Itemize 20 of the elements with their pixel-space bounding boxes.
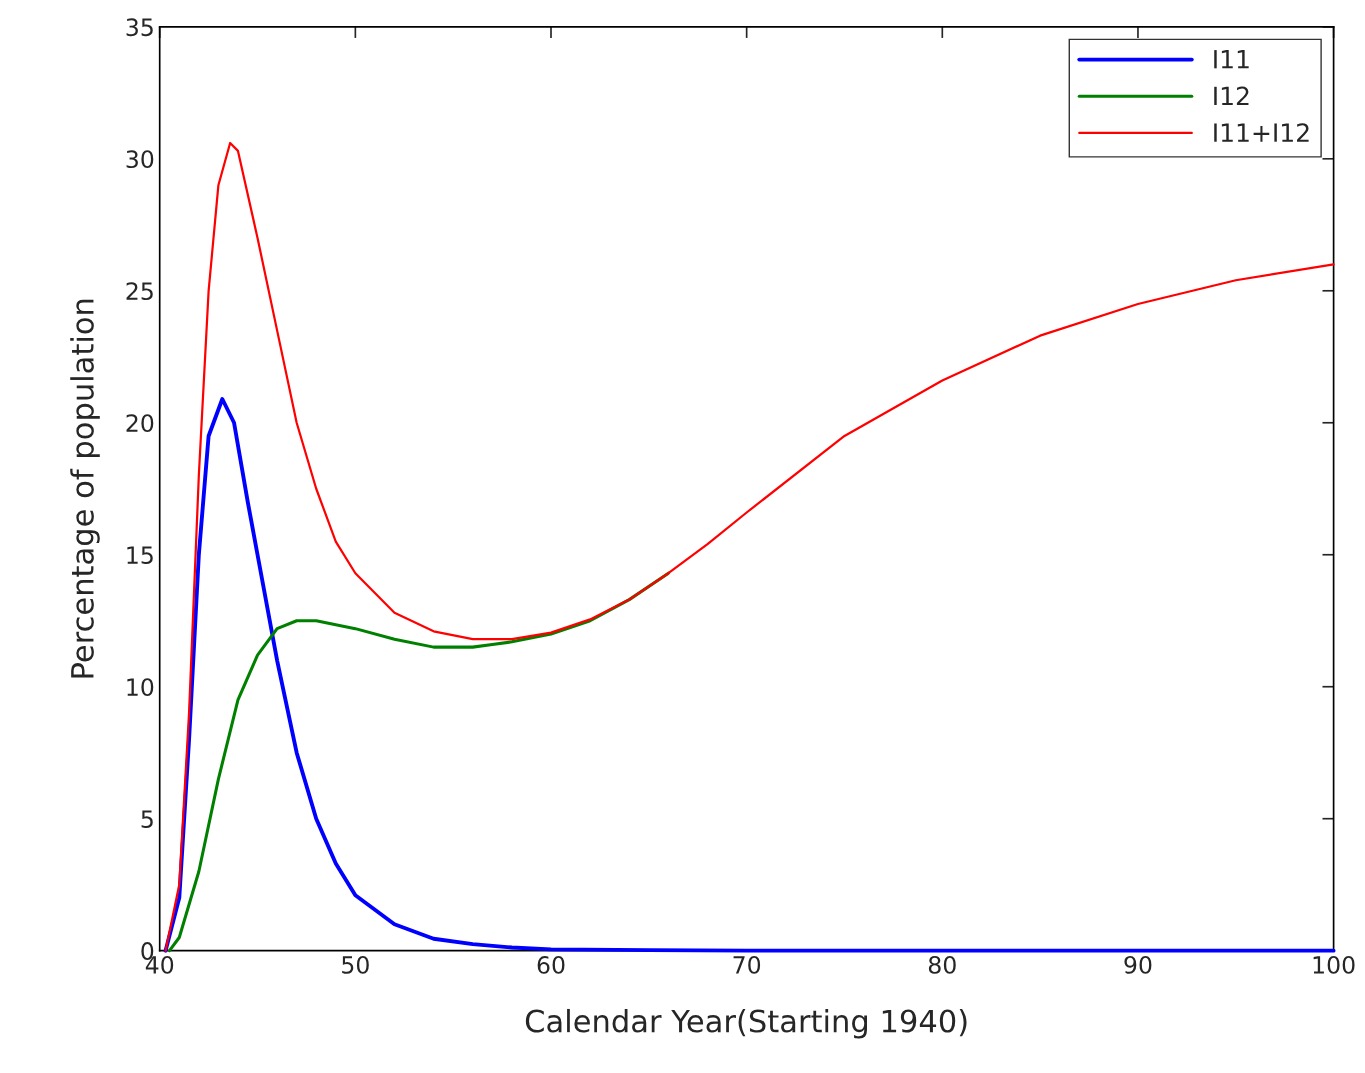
y-tick-label: 5 — [141, 810, 153, 829]
x-tick-label: 80 — [928, 955, 956, 974]
legend-label: I11 — [1214, 50, 1249, 69]
x-tick-label: 60 — [537, 955, 565, 974]
y-tick-label: 10 — [127, 678, 154, 697]
y-tick-label: 15 — [127, 546, 153, 565]
x-tick-label: 90 — [1124, 955, 1152, 974]
x-axis-title: Calendar Year(Starting 1940) — [525, 1008, 967, 1039]
line-series — [164, 141, 1335, 952]
x-tick-label: 70 — [733, 955, 761, 974]
x-tick-label: 50 — [342, 955, 369, 974]
legend-label: I12 — [1214, 86, 1249, 106]
y-axis-title: Percentage of population — [70, 299, 100, 678]
y-tick-label: 25 — [126, 282, 153, 301]
y-tick-label: 35 — [126, 18, 153, 37]
legend-label: I11+I12 — [1214, 123, 1309, 142]
x-tick-label: 100 — [1313, 955, 1355, 974]
y-tick-label: 20 — [126, 414, 154, 433]
line-series — [163, 397, 1336, 953]
y-tick-label: 30 — [126, 150, 154, 169]
